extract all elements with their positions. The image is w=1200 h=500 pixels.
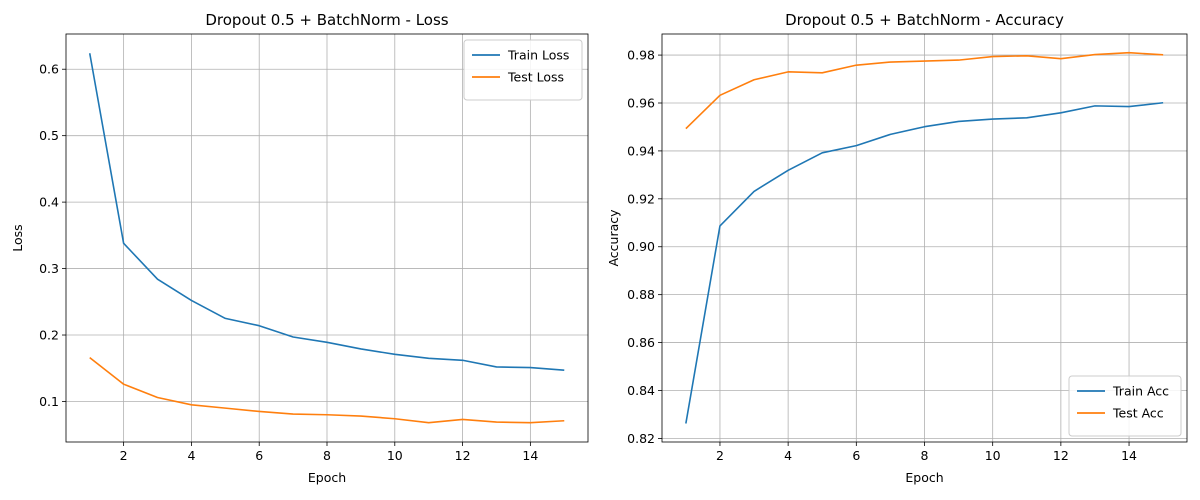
y-tick-label: 0.3 — [39, 261, 59, 276]
x-tick-label: 6 — [852, 448, 860, 463]
y-tick-label: 0.88 — [627, 287, 655, 302]
legend-label: Test Loss — [507, 70, 564, 85]
legend-label: Test Acc — [1112, 406, 1164, 421]
loss-chart: 2 4 6 8 10 12 14 0.1 0.2 0.3 0.4 0.5 0.6 Dropout 0.5 … — [10, 11, 589, 485]
legend: Train Loss Test Loss — [463, 39, 583, 101]
y-tick-label: 0.86 — [627, 335, 655, 350]
y-axis-label: Loss — [10, 224, 25, 251]
legend-label: Train Acc — [1112, 384, 1169, 399]
x-tick-label: 2 — [716, 448, 724, 463]
y-tick-label: 0.98 — [627, 48, 655, 63]
train-acc-line — [685, 101, 1164, 424]
x-axis-label: Epoch — [308, 470, 346, 485]
y-tick-label: 0.2 — [39, 328, 59, 343]
plot-frame — [65, 33, 589, 443]
x-tick-label: 4 — [784, 448, 792, 463]
y-tick-label: 0.5 — [39, 128, 59, 143]
x-tick-label: 12 — [1053, 448, 1069, 463]
test-acc-line — [685, 51, 1164, 130]
y-tick-label: 0.6 — [39, 62, 59, 77]
chart-title: Dropout 0.5 + BatchNorm - Accuracy — [785, 11, 1064, 29]
x-tick-label: 8 — [323, 448, 331, 463]
x-axis-label: Epoch — [905, 470, 943, 485]
y-tick-label: 0.84 — [627, 383, 655, 398]
x-tick-label: 6 — [255, 448, 263, 463]
x-tick-label: 8 — [921, 448, 929, 463]
y-tick-label: 0.96 — [627, 95, 655, 110]
legend-label: Train Loss — [507, 48, 569, 63]
x-tick-label: 12 — [455, 448, 471, 463]
y-tick-label: 0.4 — [39, 195, 59, 210]
train-loss-line — [88, 53, 565, 372]
x-tick-label: 10 — [387, 448, 403, 463]
x-tick-label: 14 — [1121, 448, 1137, 463]
x-tick-label: 10 — [985, 448, 1001, 463]
y-tick-label: 0.1 — [39, 394, 59, 409]
y-tick-label: 0.82 — [627, 431, 655, 446]
legend: Train Acc Test Acc — [1068, 375, 1182, 437]
accuracy-chart: 2 4 6 8 10 12 14 0.82 0.84 0.86 0.88 0.90 0.92 0.94 0.… — [606, 11, 1188, 485]
test-loss-line — [89, 356, 565, 424]
y-tick-label: 0.92 — [627, 191, 655, 206]
y-axis-label: Accuracy — [606, 209, 621, 267]
y-tick-label: 0.90 — [627, 239, 655, 254]
y-tick-label: 0.94 — [627, 143, 655, 158]
plot-frame — [661, 33, 1188, 443]
chart-title: Dropout 0.5 + BatchNorm - Loss — [205, 11, 448, 29]
x-tick-label: 2 — [120, 448, 128, 463]
x-tick-label: 4 — [187, 448, 195, 463]
x-tick-label: 14 — [522, 448, 538, 463]
